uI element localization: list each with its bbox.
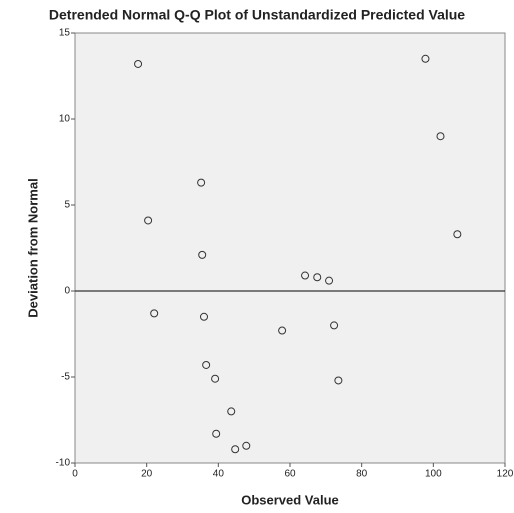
- point: [453, 230, 462, 239]
- x-tick-label: 0: [72, 469, 78, 480]
- x-tick-label: 40: [213, 469, 225, 480]
- point: [144, 216, 153, 225]
- x-tick-label: 20: [141, 469, 153, 480]
- point: [227, 407, 236, 416]
- x-tick-label: 80: [356, 469, 368, 480]
- y-tick-label: -10: [56, 458, 71, 469]
- point: [325, 276, 334, 285]
- point: [197, 178, 206, 187]
- point: [198, 250, 207, 259]
- point: [212, 429, 221, 438]
- point: [421, 54, 430, 63]
- point: [242, 441, 251, 450]
- point: [134, 59, 143, 68]
- y-tick-label: 15: [59, 28, 71, 39]
- point: [200, 312, 208, 321]
- x-tick-label: 60: [284, 469, 296, 480]
- y-tick-label: 10: [59, 114, 71, 125]
- point: [150, 309, 159, 318]
- y-axis-label: Deviation from Normal: [25, 178, 40, 317]
- chart-title: Detrended Normal Q-Q Plot of Unstandardi…: [49, 7, 465, 23]
- y-tick-label: -5: [61, 372, 70, 383]
- point: [334, 376, 343, 385]
- point: [231, 445, 240, 454]
- point: [202, 360, 211, 369]
- y-tick-label: 5: [64, 200, 70, 211]
- point: [330, 321, 339, 330]
- point: [278, 326, 287, 335]
- plot-area: [74, 32, 506, 464]
- point: [436, 132, 445, 141]
- x-tick-label: 120: [497, 469, 514, 480]
- y-tick-label: 0: [64, 286, 70, 297]
- point: [211, 374, 220, 383]
- point: [301, 271, 310, 280]
- x-axis-label: Observed Value: [241, 492, 339, 507]
- x-tick-label: 100: [425, 469, 442, 480]
- point: [313, 273, 322, 282]
